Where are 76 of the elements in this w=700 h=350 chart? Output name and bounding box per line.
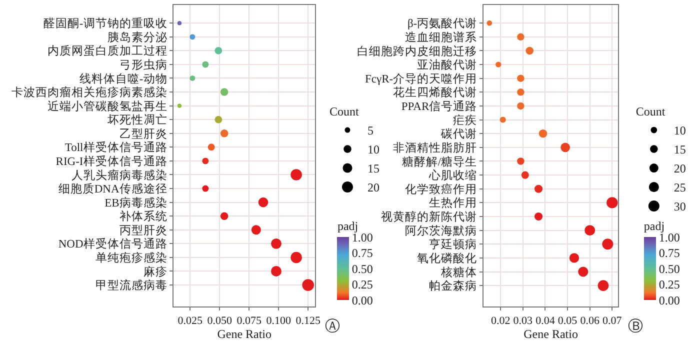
y-tick-label: 疟疾	[453, 114, 478, 127]
y-tick-label: 甲型流感病毒	[95, 278, 168, 292]
y-tick-label: 核糖体	[440, 264, 478, 279]
x-tick-label: 0.125	[296, 314, 321, 327]
y-tick-label: 化学致癌作用	[405, 182, 478, 196]
legend-label: 30	[674, 200, 686, 214]
y-tick-label: 单纯疱疹感染	[95, 250, 168, 264]
legend-label: 5	[367, 124, 374, 138]
color-bar-label: 0.25	[352, 278, 373, 292]
x-tick-label: 0.02	[490, 314, 510, 327]
y-tick-label: 生热作用	[429, 196, 478, 210]
y-tick-label: 人乳头瘤病毒感染	[71, 168, 168, 182]
y-tick-label: 乙型肝炎	[119, 127, 168, 140]
x-tick-label: 0.075	[236, 314, 262, 327]
y-tick-label: 白细胞跨内皮细胞迁移	[357, 44, 478, 58]
y-tick-label: NOD样受体信号通路	[58, 238, 168, 251]
y-tick-label: 亨廷顿病	[429, 237, 478, 252]
y-tick-label: 氧化磷酸化	[417, 252, 478, 265]
x-tick-label: 0.05	[558, 314, 578, 327]
legend-label: 20	[674, 162, 686, 176]
y-tick-label: 视黄醇的新陈代谢	[381, 210, 478, 224]
y-tick-label: 弓形虫病	[119, 58, 168, 72]
y-tick-label: 阿尔茨海默病	[405, 224, 478, 238]
y-tick-label: 胰岛素分泌	[107, 30, 168, 44]
x-axis-title: Gene Ratio	[524, 326, 578, 341]
y-tick-label: Toll样受体信号通路	[64, 141, 168, 154]
legend-label: 15	[674, 142, 686, 157]
y-tick-label: 非酒精性脂肪肝	[393, 141, 478, 154]
color-bar-label: 0.00	[352, 293, 373, 308]
text: Ⓐ	[325, 318, 340, 335]
y-tick-label: 内质网蛋白质加工过程	[47, 44, 168, 58]
y-tick-label: 糖酵解/糖导生	[402, 154, 478, 168]
y-tick-label: PPAR信号通路	[401, 100, 478, 114]
y-tick-label: 帕金森病	[429, 280, 478, 293]
legend-title: Count	[636, 104, 666, 119]
x-tick-label: 0.050	[207, 314, 232, 327]
legend-label: 25	[674, 180, 686, 195]
color-bar-label: 0.75	[658, 246, 680, 260]
y-tick-label: 细胞质DNA传感途径	[58, 182, 168, 196]
y-tick-label: EB病毒感染	[104, 195, 168, 210]
color-bar-title: padj	[337, 219, 358, 234]
color-bar-title: padj	[644, 219, 665, 234]
legend-label: 10	[367, 142, 380, 157]
legend-label: 10	[674, 124, 686, 138]
legend-label: 15	[367, 162, 380, 176]
y-tick-label: 近端小管碳酸氢盐再生	[47, 100, 168, 113]
y-tick-label: 造血细胞谱系	[405, 30, 478, 44]
y-tick-label: 亚油酸代谢	[417, 58, 478, 72]
y-tick-label: FcγR-介导的天噬作用	[365, 72, 478, 86]
y-tick-label: 碳代谢	[440, 128, 478, 141]
color-bar-label: 0.25	[658, 278, 680, 292]
y-tick-label: 丙型肝炎	[119, 224, 168, 237]
legend-label: 20	[367, 180, 380, 195]
legend-title: Count	[329, 104, 360, 119]
y-tick-label: RIG-I样受体信号通路	[56, 154, 168, 168]
y-tick-label: 麻疹	[143, 264, 168, 278]
y-tick-label: 坏死性凋亡	[106, 112, 168, 127]
color-bar-label: 0.75	[352, 246, 373, 260]
color-bar-label: 0.50	[658, 262, 680, 276]
y-tick-label: β-丙氨酸代谢	[407, 17, 478, 30]
y-tick-label: 线料体自噬-动物	[79, 72, 168, 86]
text: Ⓑ	[628, 318, 643, 335]
x-axis-title: Gene Ratio	[217, 326, 272, 341]
x-tick-label: 0.06	[580, 314, 600, 327]
x-tick-label: 0.07	[602, 314, 622, 327]
x-tick-label: 0.04	[536, 314, 556, 327]
color-bar-label: 0.50	[352, 262, 373, 276]
y-tick-label: 补体系统	[119, 209, 168, 224]
y-tick-label: 卡波西肉瘤相关疱疹病素感染	[11, 85, 168, 100]
x-tick-label: 0.100	[266, 314, 292, 327]
color-bar-label: 0.00	[658, 293, 680, 308]
y-tick-label: 醛固酮-调节钠的重吸收	[43, 17, 168, 30]
y-tick-label: 心肌收缩	[428, 168, 478, 182]
x-tick-label: 0.03	[513, 314, 534, 327]
y-tick-label: 花生四烯酸代谢	[393, 86, 478, 100]
x-tick-label: 0.025	[178, 314, 203, 327]
